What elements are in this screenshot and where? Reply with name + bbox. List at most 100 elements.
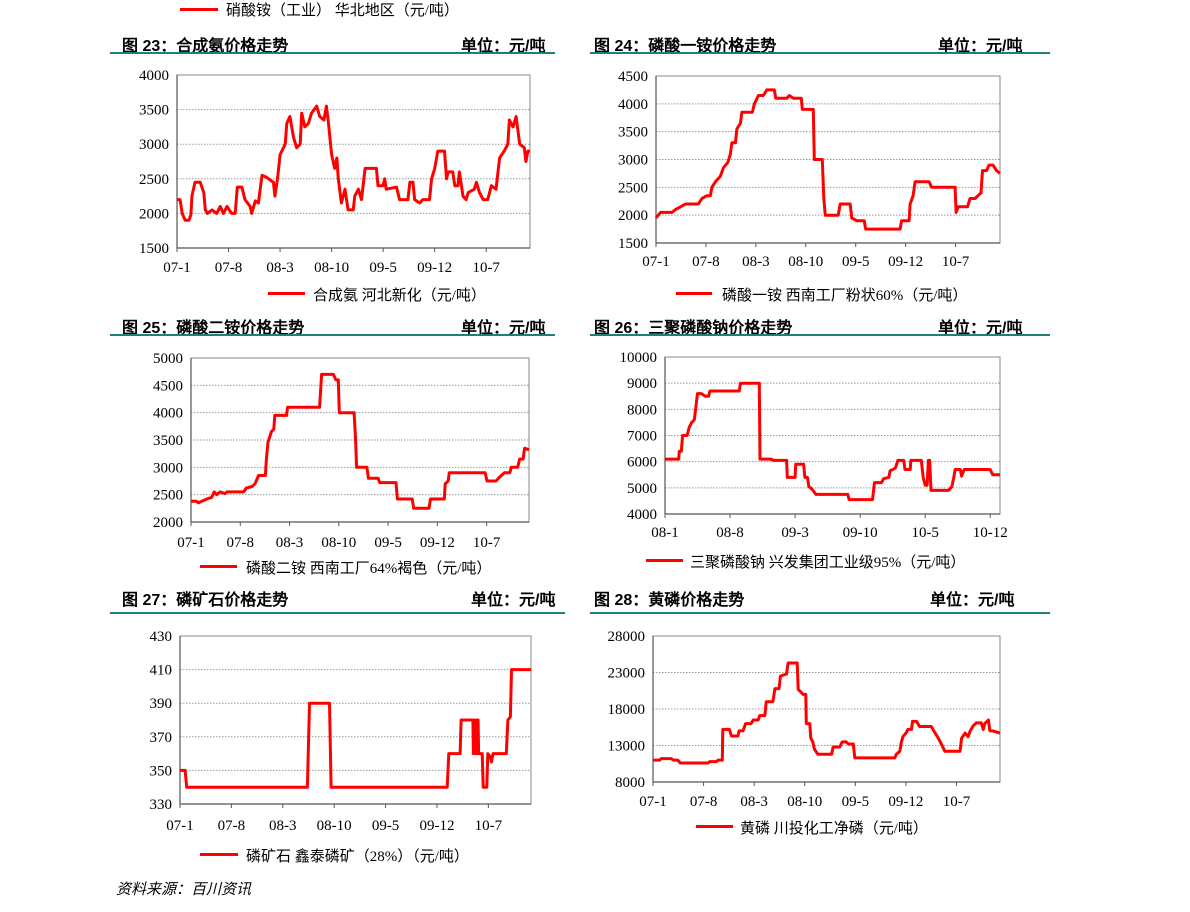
header-rule [110, 52, 555, 54]
top-legend-swatch [180, 8, 218, 11]
figure-23-title: 图 23：合成氨价格走势 [122, 38, 289, 55]
x-tick-label: 07-1 [177, 535, 205, 551]
x-tick-label: 07-1 [163, 260, 191, 276]
header-rule [110, 334, 555, 336]
x-tick-label: 08-3 [269, 818, 297, 834]
x-tick-label: 08-10 [787, 794, 822, 810]
x-tick-label: 07-1 [639, 794, 667, 810]
legend-swatch [268, 292, 305, 295]
x-tick-label: 09-3 [781, 525, 809, 541]
y-tick-label: 4000 [153, 406, 183, 422]
y-tick-label: 4500 [153, 378, 183, 394]
x-tick-label: 10-7 [472, 260, 500, 276]
y-tick-label: 330 [150, 797, 173, 813]
x-tick-label: 09-12 [420, 535, 455, 551]
series-line-27 [180, 668, 531, 789]
figure-27-unit: 单位：元/吨 [471, 592, 556, 609]
x-tick-label: 10-7 [943, 794, 971, 810]
plot-frame [176, 74, 531, 249]
series-line-23 [177, 104, 530, 222]
figure-28-unit: 单位：元/吨 [930, 592, 1015, 609]
figure-26-unit: 单位：元/吨 [938, 320, 1023, 337]
y-tick-label: 4000 [627, 507, 657, 523]
x-tick-label: 07-8 [690, 794, 718, 810]
x-tick-label: 09-12 [888, 254, 923, 270]
figure-23-unit: 单位：元/吨 [461, 38, 546, 55]
y-tick-label: 4000 [139, 68, 169, 84]
legend-swatch [676, 292, 712, 295]
series-line-28 [653, 661, 1001, 765]
y-tick-label: 350 [150, 763, 173, 779]
legend-label-27: 磷矿石 鑫泰磷矿（28%）（元/吨） [246, 849, 469, 865]
x-tick-label: 08-10 [788, 254, 823, 270]
y-tick-label: 9000 [627, 376, 657, 392]
header-rule [590, 334, 1050, 336]
x-tick-label: 10-7 [473, 535, 501, 551]
y-tick-label: 1500 [139, 241, 169, 257]
x-tick-label: 10-5 [911, 525, 939, 541]
x-tick-label: 08-3 [740, 794, 768, 810]
x-tick-label: 09-10 [843, 525, 878, 541]
y-tick-label: 28000 [608, 629, 646, 645]
x-tick-label: 08-3 [742, 254, 770, 270]
x-tick-label: 07-1 [642, 254, 670, 270]
y-tick-label: 8000 [627, 402, 657, 418]
x-tick-label: 07-8 [215, 260, 243, 276]
figure-24-unit: 单位：元/吨 [938, 38, 1023, 55]
y-tick-label: 5000 [627, 481, 657, 497]
y-tick-label: 430 [150, 629, 173, 645]
x-tick-label: 09-12 [888, 794, 923, 810]
y-tick-label: 390 [150, 696, 173, 712]
figure-27-title: 图 27：磷矿石价格走势 [122, 592, 289, 609]
legend-swatch [646, 559, 683, 562]
series-line-25 [191, 372, 530, 510]
x-tick-label: 08-10 [314, 260, 349, 276]
x-tick-label: 09-5 [374, 535, 402, 551]
y-tick-label: 13000 [608, 739, 646, 755]
x-tick-label: 07-1 [166, 818, 194, 834]
x-tick-label: 09-5 [842, 794, 870, 810]
y-tick-label: 2500 [618, 180, 648, 196]
legend-label-25: 磷酸二铵 西南工厂64%褐色（元/吨） [246, 561, 492, 577]
legend-label-28: 黄磷 川投化工净磷（元/吨） [740, 821, 928, 837]
legend-swatch [200, 565, 237, 568]
x-tick-label: 10-12 [973, 525, 1008, 541]
y-tick-label: 370 [150, 730, 173, 746]
y-tick-label: 410 [150, 663, 173, 679]
x-tick-label: 09-12 [419, 818, 454, 834]
series-line-26 [665, 381, 1000, 502]
y-tick-label: 8000 [615, 775, 645, 791]
header-rule [590, 52, 1050, 54]
y-tick-label: 6000 [627, 455, 657, 471]
x-tick-label: 08-3 [276, 535, 304, 551]
y-tick-label: 4000 [618, 97, 648, 113]
figure-26-title: 图 26：三聚磷酸钠价格走势 [594, 320, 793, 337]
x-tick-label: 09-5 [372, 818, 400, 834]
figure-25-title: 图 25：磷酸二铵价格走势 [122, 320, 305, 337]
y-tick-label: 3000 [153, 460, 183, 476]
y-tick-label: 2000 [153, 515, 183, 531]
x-tick-label: 08-3 [266, 260, 294, 276]
legend-swatch [200, 853, 238, 856]
x-tick-label: 09-12 [417, 260, 452, 276]
legend-label-23: 合成氨 河北新化（元/吨） [313, 288, 486, 304]
x-tick-label: 08-8 [716, 525, 744, 541]
x-tick-label: 09-5 [842, 254, 870, 270]
x-tick-label: 08-10 [317, 818, 352, 834]
y-tick-label: 1500 [618, 236, 648, 252]
legend-label-26: 三聚磷酸钠 兴发集团工业级95%（元/吨） [690, 555, 966, 571]
y-tick-label: 3500 [139, 103, 169, 119]
y-tick-label: 23000 [608, 666, 646, 682]
y-tick-label: 5000 [153, 351, 183, 367]
y-tick-label: 18000 [608, 702, 646, 718]
header-rule [110, 612, 565, 614]
figure-28-title: 图 28：黄磷价格走势 [594, 592, 745, 609]
y-tick-label: 10000 [620, 350, 658, 366]
legend-label-24: 磷酸一铵 西南工厂粉状60%（元/吨） [722, 288, 968, 304]
y-tick-label: 3000 [139, 137, 169, 153]
source-note: 资料来源：百川资讯 [116, 882, 252, 898]
y-tick-label: 3500 [153, 433, 183, 449]
y-tick-label: 3000 [618, 153, 648, 169]
y-tick-label: 2000 [618, 208, 648, 224]
